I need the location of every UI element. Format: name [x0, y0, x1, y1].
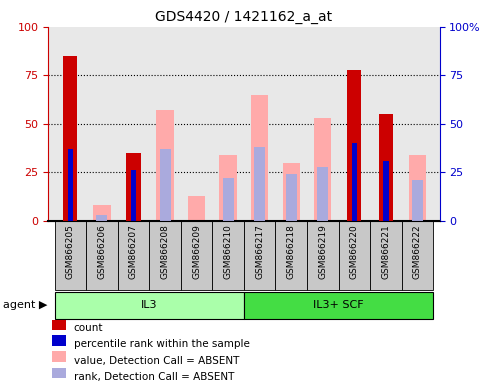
Bar [383, 161, 389, 221]
Text: IL3: IL3 [141, 300, 157, 310]
Bar [317, 167, 328, 221]
Bar [223, 178, 234, 221]
FancyBboxPatch shape [307, 221, 339, 290]
FancyBboxPatch shape [370, 221, 402, 290]
Bar [97, 215, 107, 221]
Text: GSM866220: GSM866220 [350, 224, 359, 279]
Text: rank, Detection Call = ABSENT: rank, Detection Call = ABSENT [74, 372, 234, 382]
Text: GSM866207: GSM866207 [129, 224, 138, 279]
Bar [93, 205, 111, 221]
Bar [188, 195, 205, 221]
Text: GSM866206: GSM866206 [98, 224, 106, 279]
Bar [283, 163, 300, 221]
FancyBboxPatch shape [149, 221, 181, 290]
Text: GSM866217: GSM866217 [255, 224, 264, 279]
Bar [352, 143, 357, 221]
Text: GSM866219: GSM866219 [318, 224, 327, 279]
FancyBboxPatch shape [244, 221, 275, 290]
FancyBboxPatch shape [55, 291, 244, 319]
Text: GSM866221: GSM866221 [382, 224, 390, 279]
Bar [251, 95, 269, 221]
Text: GSM866208: GSM866208 [160, 224, 170, 279]
Bar [52, 335, 66, 346]
Bar [52, 351, 66, 362]
Bar [63, 56, 77, 221]
FancyBboxPatch shape [402, 221, 433, 290]
Title: GDS4420 / 1421162_a_at: GDS4420 / 1421162_a_at [156, 10, 332, 25]
FancyBboxPatch shape [244, 291, 433, 319]
Bar [159, 149, 170, 221]
Text: GSM866222: GSM866222 [413, 224, 422, 279]
Bar [156, 110, 174, 221]
FancyBboxPatch shape [181, 221, 213, 290]
FancyBboxPatch shape [339, 221, 370, 290]
Bar [412, 180, 423, 221]
Text: count: count [74, 323, 103, 333]
FancyBboxPatch shape [213, 221, 244, 290]
Text: GSM866205: GSM866205 [66, 224, 75, 279]
Bar [254, 147, 265, 221]
Text: GSM866218: GSM866218 [287, 224, 296, 279]
Bar [219, 155, 237, 221]
Bar [130, 170, 136, 221]
Text: IL3+ SCF: IL3+ SCF [313, 300, 364, 310]
FancyBboxPatch shape [55, 221, 86, 290]
Text: GSM866209: GSM866209 [192, 224, 201, 279]
FancyBboxPatch shape [275, 221, 307, 290]
Text: value, Detection Call = ABSENT: value, Detection Call = ABSENT [74, 356, 239, 366]
Bar [347, 70, 361, 221]
Bar [409, 155, 426, 221]
Bar [379, 114, 393, 221]
Bar [127, 153, 141, 221]
Bar [314, 118, 331, 221]
Bar [286, 174, 297, 221]
Text: percentile rank within the sample: percentile rank within the sample [74, 339, 250, 349]
Text: agent ▶: agent ▶ [3, 300, 48, 310]
FancyBboxPatch shape [86, 221, 118, 290]
Bar [52, 319, 66, 330]
Bar [52, 367, 66, 378]
Text: GSM866210: GSM866210 [224, 224, 233, 279]
FancyBboxPatch shape [118, 221, 149, 290]
Bar [68, 149, 73, 221]
